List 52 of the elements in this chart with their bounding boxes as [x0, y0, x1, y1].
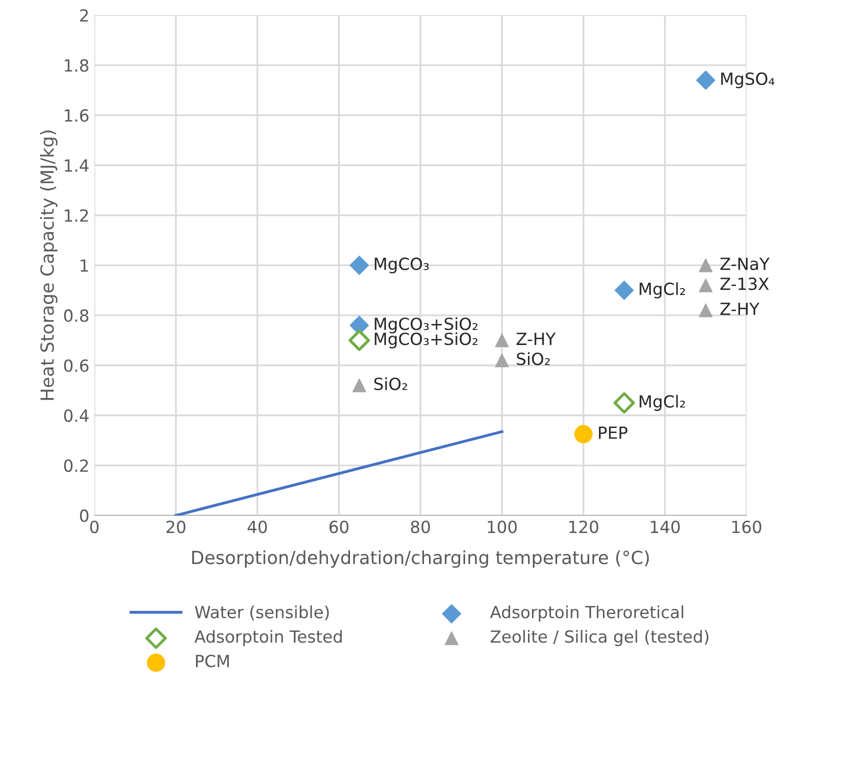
point [352, 378, 366, 392]
point [698, 303, 713, 318]
annotation: PEP [598, 426, 628, 439]
y-axis-title: Heat Storage Capacity (MJ/kg) [40, 130, 58, 400]
annotation: Z-NaY [720, 258, 770, 270]
y-tick-label: 0.8 [64, 309, 88, 322]
legend-label: Water (sensible) [194, 605, 329, 620]
point [574, 425, 593, 444]
x-tick-label: 0 [90, 520, 99, 534]
x-tick-label: 160 [732, 520, 762, 534]
legend-label: Adsorptoin Theroretical [490, 605, 684, 622]
annotation: Z-HY [516, 332, 556, 345]
point [698, 278, 713, 292]
annotation: SiO₂ [374, 377, 408, 390]
y-tick-label: 0.2 [64, 459, 88, 472]
y-tick-label: 2 [80, 9, 88, 22]
y-tick-label: 0.4 [64, 409, 89, 422]
y-tick-label: 1.8 [64, 59, 88, 72]
annotation: Z-HY [720, 302, 760, 315]
legend-label: PCM [196, 654, 229, 668]
y-tick-label: 0.6 [64, 359, 88, 372]
x-tick-label: 60 [329, 520, 348, 534]
y-tick-label: 1 [80, 259, 88, 272]
x-tick-label: 20 [166, 520, 186, 534]
x-tick-label: 40 [248, 520, 267, 534]
point [614, 280, 634, 300]
legend-label: Zeolite / Silica gel (tested) [490, 630, 708, 646]
y-tick-label: 1.4 [64, 159, 89, 172]
legend-label: Adsorptoin Tested [194, 630, 342, 646]
point [613, 392, 635, 414]
annotation: MgCl₂ [640, 394, 685, 411]
point [696, 70, 716, 90]
x-axis-title: Desorption/dehydration/charging temperature (°C) [192, 550, 649, 568]
annotation: MgCl₂ [640, 282, 685, 298]
annotation: MgCO₃ [374, 258, 429, 274]
y-tick-label: 1.2 [64, 209, 88, 222]
annotation: MgSO₄ [721, 72, 774, 88]
annotation: SiO₂ [516, 352, 550, 366]
point [494, 333, 509, 348]
x-tick-label: 140 [650, 520, 680, 534]
x-tick-label: 100 [488, 520, 517, 534]
point [348, 330, 370, 352]
point [698, 258, 713, 272]
x-tick-label: 80 [410, 520, 430, 534]
point [350, 256, 369, 275]
annotation: MgCO₃+SiO₂ [374, 332, 478, 348]
y-tick-label: 0 [80, 509, 88, 522]
y-tick-label: 1.6 [64, 109, 88, 122]
annotation: MgCO₃+SiO₂ [374, 317, 478, 334]
x-tick-label: 120 [569, 520, 598, 534]
annotation: Z-13X [720, 278, 769, 290]
point [494, 353, 509, 368]
